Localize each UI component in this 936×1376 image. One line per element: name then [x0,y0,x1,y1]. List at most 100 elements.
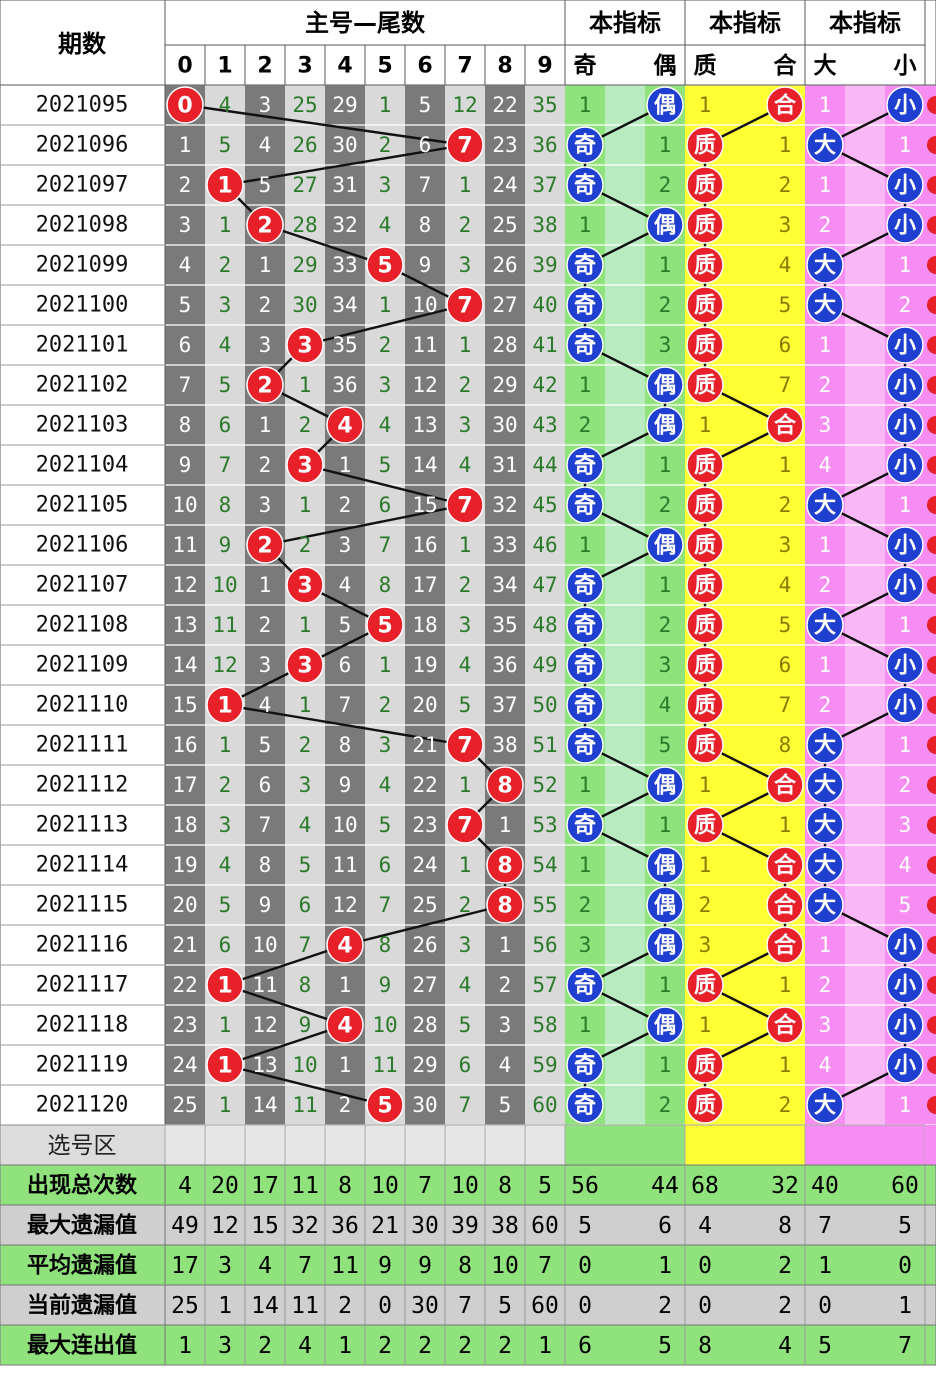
hit-ball-7: 2 [246,366,284,404]
select-cell-1[interactable] [204,1124,246,1166]
stat-value: 7 [458,1293,472,1319]
stat-pc-b: 2 [778,1293,792,1319]
odd-ball: 奇 [566,806,604,844]
stat-pc-b: 32 [771,1173,799,1199]
omission-cell: 9 [179,453,192,477]
table-row: 2021118 23 1 12 9 10 28 5 3 58 1 1 3 [36,1013,936,1038]
table-row: 2021104 9 7 2 1 5 14 4 31 44 1 1 4 [36,453,936,478]
indicator-sub-big: 大 [814,53,837,79]
select-cell-3[interactable] [284,1124,326,1166]
small-ball: 小 [886,86,924,124]
big-omission: 4 [819,453,832,477]
prime-omission: 1 [699,93,712,117]
select-cell-2[interactable] [244,1124,286,1166]
omission-cell: 24 [412,853,437,877]
edge-marker [927,96,936,114]
table-row: 2021099 4 2 1 29 33 9 3 26 39 1 4 1 [36,253,936,278]
omission-cell: 10 [412,293,437,317]
even-omission: 1 [659,453,672,477]
stat-value: 7 [418,1173,432,1199]
composite-omission: 1 [779,1053,792,1077]
omission-cell: 12 [212,653,237,677]
prime-ball: 质 [686,206,724,244]
stat-value: 2 [338,1293,352,1319]
omission-cell: 6 [219,413,232,437]
digit-header-4: 4 [337,54,352,79]
select-cell-6[interactable] [404,1124,446,1166]
select-cell-8[interactable] [484,1124,526,1166]
hit-ball-17: 8 [486,766,524,804]
odd-omission: 1 [579,853,592,877]
composite-ball: 合 [766,86,804,124]
stat-pc-b: 8 [778,1213,792,1239]
big-omission: 1 [819,933,832,957]
omission-cell: 5 [219,133,232,157]
hit-ball-24: 1 [206,1046,244,1084]
stat-value: 10 [371,1173,399,1199]
omission-cell: 33 [492,533,517,557]
prime-omission: 1 [699,853,712,877]
svg-text:合: 合 [774,853,797,879]
edge-marker [927,136,936,154]
prime-ball: 质 [686,1046,724,1084]
small-ball: 小 [886,206,924,244]
digit-header-9: 9 [537,54,552,79]
svg-text:小: 小 [894,1014,916,1039]
hit-ball-18: 7 [446,806,484,844]
stat-value: 10 [491,1253,519,1279]
stat-pc-a: 0 [698,1253,712,1279]
svg-text:小: 小 [894,934,916,959]
digit-header-1: 1 [217,54,232,79]
omission-cell: 2 [299,733,312,757]
svg-text:质: 质 [694,614,716,639]
even-omission: 1 [659,253,672,277]
svg-text:8: 8 [497,894,512,919]
edge-marker [927,856,936,874]
stat-value: 38 [491,1213,519,1239]
table-row: 2021102 7 5 1 36 3 12 2 29 42 1 7 2 [36,373,936,398]
svg-text:质: 质 [694,294,716,319]
select-cell-5[interactable] [364,1124,406,1166]
svg-text:大: 大 [814,734,836,759]
select-cell-0[interactable] [164,1124,206,1166]
small-omission: 3 [899,813,912,837]
hit-ball-5: 7 [446,286,484,324]
omission-cell: 4 [259,693,272,717]
svg-text:质: 质 [694,694,716,719]
svg-text:偶: 偶 [654,894,676,919]
omission-cell: 3 [259,493,272,517]
omission-cell: 25 [292,93,317,117]
omission-cell: 16 [412,533,437,557]
even-ball: 偶 [646,886,684,924]
svg-text:3: 3 [297,654,312,679]
odd-ball: 奇 [566,446,604,484]
svg-text:大: 大 [814,294,836,319]
omission-cell: 27 [492,293,517,317]
select-cell-7[interactable] [444,1124,486,1166]
period-cell: 2021104 [36,453,129,478]
big-ball: 大 [806,806,844,844]
composite-omission: 4 [779,253,792,277]
small-ball: 小 [886,366,924,404]
svg-text:奇: 奇 [574,613,596,639]
odd-ball: 奇 [566,166,604,204]
odd-ball: 奇 [566,606,604,644]
svg-text:大: 大 [814,614,836,639]
omission-cell: 12 [252,1013,277,1037]
big-omission: 1 [819,653,832,677]
stat-label: 平均遗漏值 [27,1253,137,1279]
edge-marker [927,416,936,434]
omission-cell: 8 [299,973,312,997]
small-ball: 小 [886,326,924,364]
even-ball: 偶 [646,926,684,964]
stat-value: 4 [178,1173,192,1199]
select-cell-9[interactable] [524,1124,566,1166]
stat-value: 11 [331,1253,359,1279]
even-ball: 偶 [646,406,684,444]
stat-value: 7 [298,1253,312,1279]
omission-cell: 47 [532,573,557,597]
stat-label: 当前遗漏值 [27,1293,137,1319]
select-cell-4[interactable] [324,1124,366,1166]
omission-cell: 17 [172,773,197,797]
omission-cell: 7 [459,1093,472,1117]
